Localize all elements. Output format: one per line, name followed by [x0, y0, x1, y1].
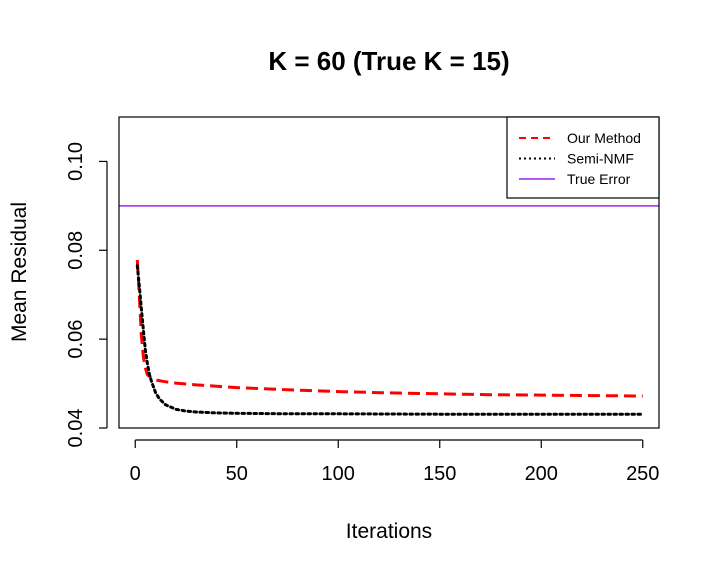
legend-label: Semi-NMF [567, 151, 634, 167]
axes: 0 50 100 150 200 250 0.04 0.06 0.08 0.10 [65, 116, 660, 485]
series-line-our-method [135, 260, 643, 398]
legend-label: Our Method [567, 130, 641, 146]
x-tick-label: 50 [226, 463, 248, 485]
x-axis-label: Iterations [346, 520, 432, 543]
y-tick-label: 0.06 [65, 320, 87, 359]
y-tick-label: 0.04 [65, 409, 87, 448]
x-tick-label: 250 [626, 463, 659, 485]
y-tick-label: 0.10 [65, 142, 87, 181]
legend-box [506, 116, 660, 199]
legend-label: True Error [567, 171, 631, 187]
y-axis-label: Mean Residual [8, 202, 31, 342]
y-tick-label: 0.08 [65, 231, 87, 270]
x-tick-label: 100 [322, 463, 355, 485]
legend: Our Method Semi-NMF True Error [506, 116, 660, 199]
x-tick-label: 0 [130, 463, 141, 485]
plot-frame [118, 116, 660, 429]
chart-title: K = 60 (True K = 15) [268, 46, 509, 76]
series-line-semi-nmf [135, 264, 645, 416]
x-tick-label: 200 [525, 463, 558, 485]
x-tick-label: 150 [423, 463, 456, 485]
plot-area [119, 205, 659, 416]
